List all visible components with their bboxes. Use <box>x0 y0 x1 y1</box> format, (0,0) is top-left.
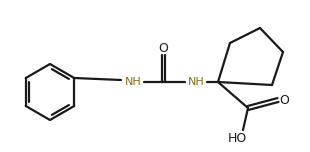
Text: O: O <box>279 93 289 107</box>
Text: HO: HO <box>227 133 247 145</box>
Text: NH: NH <box>188 77 204 87</box>
Text: NH: NH <box>125 77 141 87</box>
Text: O: O <box>158 43 168 55</box>
